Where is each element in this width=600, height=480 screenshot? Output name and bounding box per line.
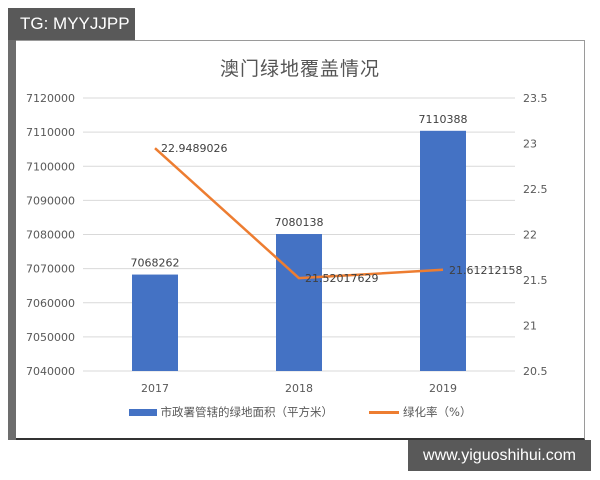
right-axis-tick: 22.5 xyxy=(523,183,548,196)
bar-swatch-icon xyxy=(128,408,157,416)
right-axis-tick: 20.5 xyxy=(523,365,548,378)
left-axis-tick: 7090000 xyxy=(26,194,75,207)
bar xyxy=(132,274,178,371)
line-label: 21.61212158 xyxy=(449,264,522,277)
left-axis-tick: 7080000 xyxy=(26,229,75,242)
category-label: 2017 xyxy=(141,382,169,395)
category-label: 2019 xyxy=(429,382,457,395)
left-axis-tick: 7120000 xyxy=(26,92,75,105)
left-axis-tick: 7110000 xyxy=(26,126,75,139)
chart-title: 澳门绿地覆盖情况 xyxy=(219,58,380,80)
legend-label-area: 市政署管辖的绿地面积（平方米） xyxy=(160,405,334,419)
left-axis-tick: 7070000 xyxy=(26,263,75,276)
rate-line xyxy=(154,147,444,280)
left-axis-tick: 7050000 xyxy=(26,331,75,344)
line-label: 22.9489026 xyxy=(161,142,227,155)
right-axis-tick: 21.5 xyxy=(523,274,548,287)
right-axis-tick: 23.5 xyxy=(523,92,548,105)
bar-label: 7068262 xyxy=(131,257,180,270)
bar xyxy=(420,130,466,371)
category-label: 2018 xyxy=(285,382,313,395)
bar-label: 7080138 xyxy=(275,216,324,229)
right-axis-tick: 21 xyxy=(523,320,537,333)
left-axis-tick: 7100000 xyxy=(26,160,75,173)
watermark-url: www.yiguoshihui.com xyxy=(408,440,591,471)
frame-left-strip xyxy=(8,40,16,440)
right-axis-tick: 23 xyxy=(523,138,537,151)
bar xyxy=(276,234,322,371)
line-swatch-icon xyxy=(369,410,400,414)
left-axis-tick: 7060000 xyxy=(26,297,75,310)
bar-label: 7110388 xyxy=(419,113,468,126)
legend-label-rate: 绿化率（%） xyxy=(403,405,472,419)
chart-legend: 市政署管辖的绿地面积（平方米） 绿化率（%） xyxy=(0,404,600,420)
line-label: 21.52017629 xyxy=(305,272,378,285)
legend-item-line: 绿化率（%） xyxy=(369,404,471,420)
watermark-tag-top: TG: MYYJJPP xyxy=(8,8,135,40)
left-axis-tick: 7040000 xyxy=(26,365,75,378)
legend-item-bar: 市政署管辖的绿地面积（平方米） xyxy=(128,404,334,420)
right-axis-tick: 22 xyxy=(523,229,537,242)
